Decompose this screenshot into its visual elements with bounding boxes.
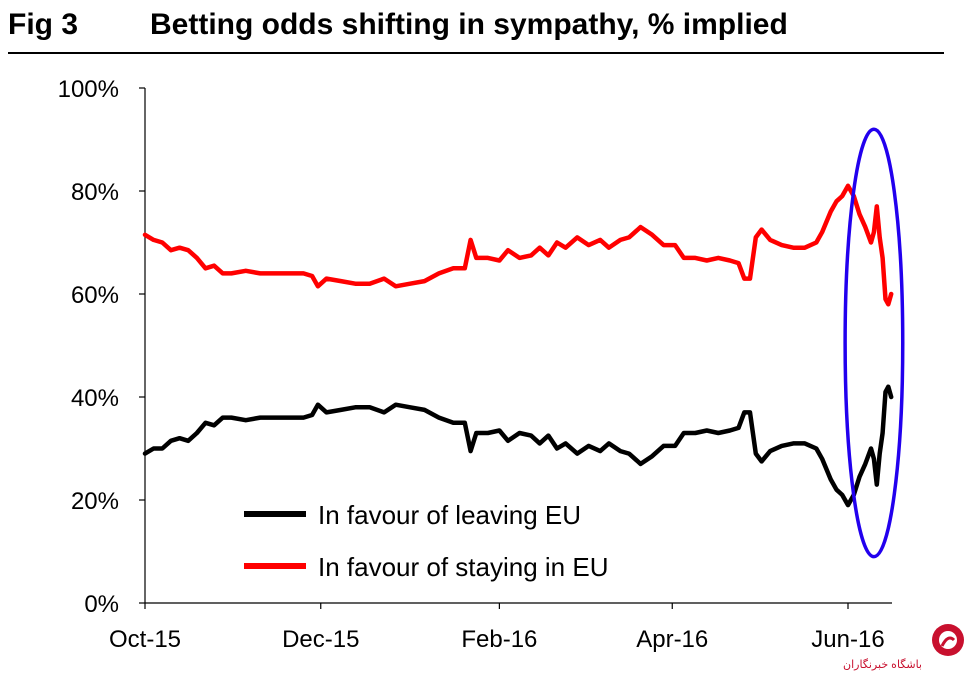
title-divider	[8, 52, 944, 54]
y-tick-label: 80%	[71, 179, 119, 206]
x-tick-label: Dec-15	[282, 626, 359, 653]
legend-label-leaving: In favour of leaving EU	[318, 500, 581, 530]
watermark-text: باشگاه خبرنگاران	[843, 658, 922, 671]
x-tick-label: Apr-16	[636, 626, 708, 653]
y-tick-label: 20%	[71, 488, 119, 515]
y-tick-label: 60%	[71, 282, 119, 309]
figure-number: Fig 3	[8, 8, 79, 41]
series-lines	[142, 183, 894, 508]
x-tick-label: Feb-16	[461, 626, 537, 653]
y-axis: 0% 20% 40% 60% 80% 100%	[58, 76, 146, 618]
annotation-layer	[843, 127, 905, 559]
news-agency-logo-icon	[932, 624, 964, 656]
series-line-staying	[142, 183, 894, 307]
y-tick-label: 100%	[58, 76, 119, 103]
legend-label-staying: In favour of staying in EU	[318, 552, 608, 582]
highlight-ellipse	[843, 127, 905, 559]
series-line-leaving	[142, 384, 894, 508]
y-tick-label: 40%	[71, 385, 119, 412]
chart-title: Betting odds shifting in sympathy, % imp…	[150, 8, 788, 41]
x-axis: Oct-15 Dec-15 Feb-16 Apr-16 Jun-16	[109, 602, 892, 653]
x-tick-label: Jun-16	[811, 626, 884, 653]
x-tick-label: Oct-15	[109, 626, 181, 653]
watermark: باشگاه خبرنگاران	[838, 618, 966, 674]
legend: In favour of leaving EU In favour of sta…	[244, 500, 608, 582]
y-tick-label: 0%	[84, 591, 119, 618]
